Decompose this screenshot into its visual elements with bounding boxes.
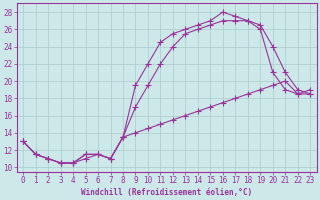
X-axis label: Windchill (Refroidissement éolien,°C): Windchill (Refroidissement éolien,°C): [81, 188, 252, 197]
